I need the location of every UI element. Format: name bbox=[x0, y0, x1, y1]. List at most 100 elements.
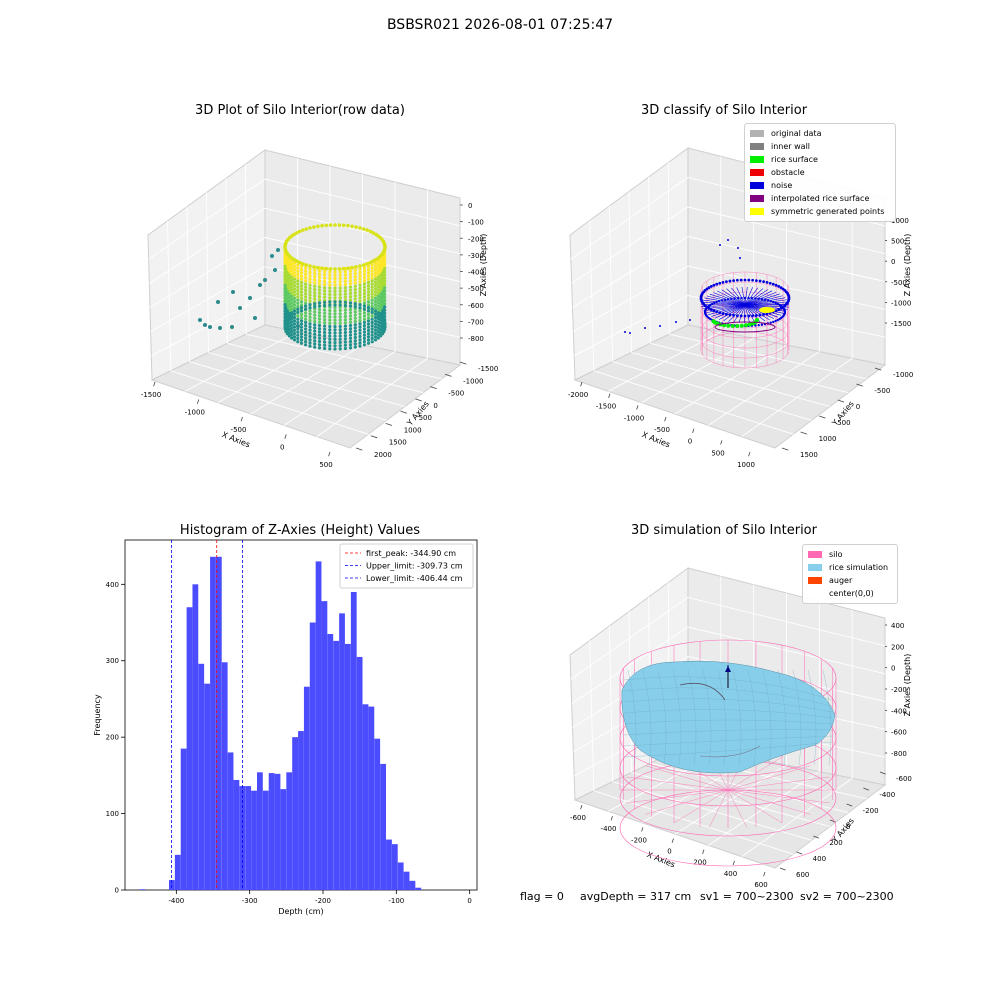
p1-point bbox=[366, 284, 371, 288]
p2-x-tick-label: -500 bbox=[654, 426, 670, 434]
p1-point bbox=[317, 343, 322, 347]
p2-rice-point bbox=[747, 322, 752, 327]
p2-noise-line bbox=[726, 288, 746, 306]
hist-bar bbox=[215, 556, 222, 890]
p1-point bbox=[292, 315, 297, 320]
p1-point bbox=[323, 330, 327, 335]
p1-point bbox=[362, 276, 366, 280]
p1-outlier bbox=[208, 325, 212, 329]
p2-rice-point bbox=[722, 323, 726, 328]
p1-y-tick-label: 2000 bbox=[374, 451, 392, 459]
p1-point-top bbox=[361, 263, 366, 267]
p4-zlabel: Z Axies (Depth) bbox=[903, 654, 912, 717]
p2-grid bbox=[570, 156, 886, 438]
p1-point bbox=[362, 336, 366, 340]
p2-classified-points bbox=[624, 239, 791, 369]
p1-point bbox=[287, 313, 291, 317]
p1-point bbox=[373, 338, 378, 342]
p1-point bbox=[323, 318, 327, 322]
p1-z-tick-label: 0 bbox=[468, 202, 472, 210]
p1-point bbox=[283, 264, 287, 268]
p1-point bbox=[338, 337, 342, 341]
p2-noise-point bbox=[783, 309, 787, 312]
p1-point bbox=[376, 269, 380, 273]
rice-ridge bbox=[679, 682, 726, 701]
p1-point bbox=[292, 287, 297, 291]
p1-point bbox=[362, 298, 366, 302]
p1-point-top bbox=[337, 267, 342, 271]
p2-noise-point bbox=[733, 297, 736, 300]
p1-point bbox=[299, 277, 304, 281]
p1-point bbox=[362, 340, 366, 344]
p1-point bbox=[370, 317, 374, 321]
p1-y-tick-label: 1500 bbox=[389, 439, 407, 447]
p1-point bbox=[292, 271, 297, 275]
p1-point bbox=[333, 296, 337, 300]
p4-z-tick-label: 0 bbox=[891, 665, 895, 673]
p1-point bbox=[348, 288, 353, 292]
p1-point bbox=[343, 318, 347, 322]
p1-point bbox=[353, 335, 357, 340]
p1-y-tick-label: -500 bbox=[448, 390, 464, 398]
p2-noise-point bbox=[747, 296, 750, 300]
hist-bar bbox=[221, 662, 228, 890]
p1-point bbox=[358, 331, 362, 335]
p1-point bbox=[308, 331, 312, 335]
p2-noise-point bbox=[772, 300, 775, 304]
p2-noise-line bbox=[723, 304, 746, 321]
p2-noise-point bbox=[743, 296, 747, 300]
rice-mesh-line bbox=[762, 669, 772, 766]
p1-point bbox=[285, 318, 289, 322]
p1-point bbox=[292, 338, 297, 342]
p1-y-tick-label: 1000 bbox=[404, 426, 422, 434]
rice-mesh-line bbox=[672, 669, 682, 766]
hist-bar bbox=[180, 748, 187, 890]
p1-point bbox=[292, 312, 297, 316]
p1-point bbox=[323, 327, 327, 331]
p1-point bbox=[370, 304, 374, 309]
p1-point bbox=[373, 290, 378, 294]
p2-noise-line bbox=[714, 304, 746, 319]
p1-point bbox=[313, 275, 317, 279]
p1-point bbox=[333, 293, 337, 297]
p2-noise-point bbox=[760, 323, 764, 326]
p2-x-tick-mark bbox=[692, 428, 695, 433]
hist-bar bbox=[397, 862, 404, 890]
p1-point bbox=[333, 280, 337, 284]
p1-point bbox=[292, 303, 297, 307]
p2-z-tick-label: -500 bbox=[891, 279, 907, 287]
p1-point bbox=[292, 277, 297, 281]
p1-y-tick-label: -1500 bbox=[478, 365, 498, 373]
p2-noise-line bbox=[744, 297, 786, 306]
p2-x-tick-mark bbox=[720, 440, 723, 445]
p2-z-tick-label: 500 bbox=[891, 238, 904, 246]
p1-point bbox=[308, 270, 312, 275]
p1-point bbox=[296, 266, 300, 270]
legend-label: symmetric generated points bbox=[771, 207, 885, 216]
p2-noise-point bbox=[747, 278, 751, 282]
p1-point bbox=[296, 336, 300, 341]
p1-point bbox=[296, 317, 300, 321]
p4-z-tick-label: -600 bbox=[891, 729, 907, 737]
p2-noise-point bbox=[705, 287, 709, 291]
p4-y-tick-label: 0 bbox=[846, 823, 850, 831]
p1-point bbox=[283, 303, 287, 307]
p1-point bbox=[343, 327, 347, 331]
p1-point bbox=[299, 274, 304, 278]
p1-point bbox=[358, 299, 362, 303]
p1-point-top bbox=[368, 229, 373, 234]
p1-point bbox=[370, 314, 374, 318]
p1-point bbox=[313, 316, 317, 320]
histogram-chart: -400 -300 -200 -100 0 0 100 200 300 400 Depth (cm)… bbox=[93, 539, 478, 916]
p1-point bbox=[353, 268, 357, 272]
p1-point bbox=[373, 287, 378, 291]
p1-point bbox=[313, 326, 317, 330]
p2-noise-point bbox=[718, 300, 721, 303]
legend-swatch bbox=[750, 208, 764, 215]
p1-point bbox=[328, 312, 332, 316]
p1-point bbox=[296, 301, 300, 305]
p1-point bbox=[348, 314, 353, 318]
p2-noise-point bbox=[730, 297, 733, 301]
p1-point bbox=[343, 346, 347, 351]
p1-point bbox=[283, 274, 287, 278]
